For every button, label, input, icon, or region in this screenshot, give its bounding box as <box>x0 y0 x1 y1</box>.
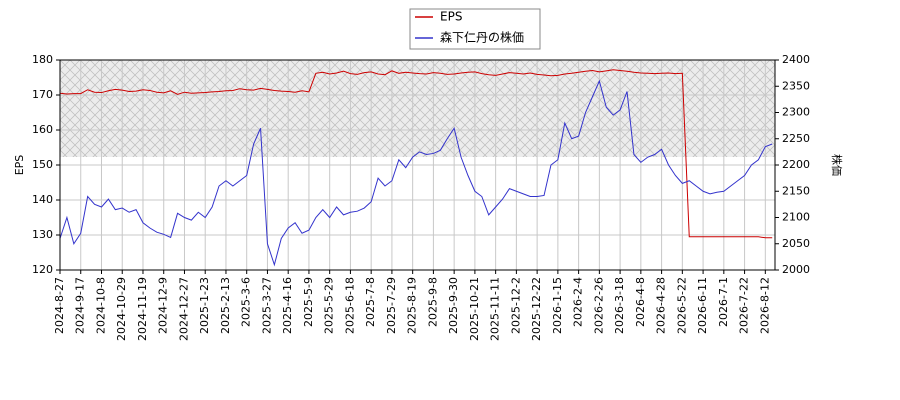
x-tick-label: 2026-8-12 <box>758 277 771 334</box>
x-tick-label: 2025-5-29 <box>323 277 336 334</box>
x-tick-label: 2026-5-22 <box>675 277 688 334</box>
y-tick-label: 170 <box>32 88 53 101</box>
y-tick-label: 140 <box>32 193 53 206</box>
x-tick-label: 2026-2-4 <box>572 277 585 327</box>
y2-tick-label: 2350 <box>782 79 810 92</box>
y2-tick-label: 2300 <box>782 106 810 119</box>
x-tick-label: 2026-4-8 <box>634 277 647 327</box>
legend-label: EPS <box>440 10 462 24</box>
y2-axis-label: 株価 <box>830 154 844 176</box>
x-tick-label: 2024-12-9 <box>157 277 170 334</box>
x-tick-label: 2025-6-18 <box>343 277 356 334</box>
y2-tick-label: 2400 <box>782 53 810 66</box>
line <box>59 69 773 239</box>
line <box>59 79 773 267</box>
x-tick-label: 2025-9-30 <box>447 277 460 334</box>
x-tick-label: 2025-4-16 <box>281 277 294 334</box>
x-tick-label: 2025-3-27 <box>260 277 273 334</box>
y2-tick-label: 2100 <box>782 211 810 224</box>
x-tick-label: 2025-8-19 <box>406 277 419 334</box>
x-tick-label: 2025-10-21 <box>468 277 481 341</box>
y2-tick-label: 2200 <box>782 158 810 171</box>
x-tick-label: 2024-10-29 <box>115 277 128 341</box>
y-tick-label: 130 <box>32 228 53 241</box>
x-tick-label: 2026-6-11 <box>696 277 709 334</box>
y-tick-label: 160 <box>32 123 53 136</box>
x-tick-label: 2025-12-2 <box>509 277 522 334</box>
y-tick-label: 180 <box>32 53 53 66</box>
x-tick-label: 2025-7-8 <box>364 277 377 327</box>
x-tick-label: 2024-11-19 <box>136 277 149 341</box>
x-tick-label: 2025-7-29 <box>385 277 398 334</box>
y2-tick-label: 2000 <box>782 263 810 276</box>
legend-label: 森下仁丹の株価 <box>440 30 524 45</box>
y2-tick-label: 2050 <box>782 237 810 250</box>
x-tick-label: 2025-11-11 <box>489 277 502 341</box>
x-tick-label: 2025-2-13 <box>219 277 232 334</box>
x-tick-label: 2026-7-1 <box>717 277 730 327</box>
x-tick-label: 2025-1-23 <box>198 277 211 334</box>
x-tick-label: 2025-9-8 <box>426 277 439 327</box>
x-tick-label: 2026-4-28 <box>655 277 668 334</box>
y2-tick-label: 2150 <box>782 184 810 197</box>
x-tick-label: 2025-12-22 <box>530 277 543 341</box>
y-tick-label: 150 <box>32 158 53 171</box>
x-tick-label: 2026-7-22 <box>738 277 751 334</box>
x-tick-label: 2024-8-27 <box>53 277 66 334</box>
legend-box <box>409 8 541 50</box>
y2-tick-label: 2250 <box>782 132 810 145</box>
hatch <box>60 60 775 157</box>
x-tick-label: 2024-10-8 <box>94 277 107 334</box>
x-tick-label: 2024-12-27 <box>177 277 190 341</box>
x-tick-label: 2025-3-6 <box>240 277 253 327</box>
x-tick-label: 2024-9-17 <box>74 277 87 334</box>
x-tick-label: 2026-3-18 <box>613 277 626 334</box>
x-tick-label: 2026-1-15 <box>551 277 564 334</box>
x-tick-label: 2026-2-26 <box>592 277 605 334</box>
y-axis-label: EPS <box>13 155 26 176</box>
y-tick-label: 120 <box>32 263 53 276</box>
x-tick-label: 2025-5-9 <box>302 277 315 327</box>
